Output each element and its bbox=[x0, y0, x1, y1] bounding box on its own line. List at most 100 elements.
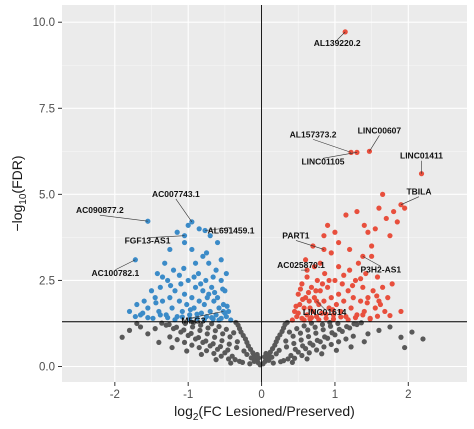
ns-point bbox=[300, 343, 306, 349]
up-point bbox=[336, 291, 342, 297]
ns-point bbox=[220, 331, 226, 337]
down-point bbox=[179, 308, 185, 315]
ns-point bbox=[314, 337, 320, 343]
gene-label-segment bbox=[322, 152, 357, 159]
gene-label-segment bbox=[147, 235, 185, 238]
up-point bbox=[370, 288, 376, 294]
ns-point bbox=[387, 324, 393, 330]
up-point bbox=[363, 270, 369, 277]
up-point bbox=[389, 281, 395, 287]
gene-label-segment bbox=[316, 300, 325, 310]
ns-point bbox=[189, 342, 195, 348]
gene-label: AC100782.1 bbox=[92, 268, 140, 278]
ns-point bbox=[284, 319, 290, 326]
downregulated-points bbox=[126, 218, 234, 323]
down-point bbox=[218, 277, 224, 284]
ns-point bbox=[156, 339, 162, 346]
down-point bbox=[207, 233, 213, 239]
up-point bbox=[304, 274, 310, 280]
up-point bbox=[323, 315, 329, 321]
ns-point bbox=[273, 351, 279, 357]
up-point bbox=[372, 305, 378, 311]
ns-point bbox=[197, 327, 203, 333]
down-point bbox=[174, 229, 180, 235]
up-point bbox=[349, 282, 356, 289]
ns-point bbox=[409, 329, 415, 335]
ns-point bbox=[248, 355, 254, 361]
ns-point bbox=[210, 341, 216, 347]
gene-label-segment bbox=[99, 214, 148, 222]
ns-point bbox=[361, 339, 367, 345]
up-point bbox=[293, 303, 299, 309]
up-point bbox=[330, 316, 337, 322]
down-point bbox=[213, 267, 219, 273]
ns-point bbox=[181, 339, 188, 346]
ns-point bbox=[203, 348, 210, 354]
gene-label: FGF13-AS1 bbox=[125, 236, 171, 246]
ns-point bbox=[306, 350, 312, 356]
ns-point bbox=[234, 339, 240, 345]
ns-point bbox=[212, 328, 218, 334]
up-point bbox=[365, 229, 371, 235]
ns-point bbox=[312, 324, 318, 330]
ns-point bbox=[174, 337, 180, 343]
ns-point bbox=[166, 321, 172, 328]
up-point bbox=[311, 264, 317, 270]
ns-point bbox=[126, 327, 133, 333]
ns-point bbox=[205, 325, 211, 331]
ns-point bbox=[181, 327, 187, 333]
down-point bbox=[141, 298, 147, 304]
down-point bbox=[209, 315, 215, 321]
ns-point bbox=[344, 323, 350, 330]
ns-point bbox=[305, 333, 312, 340]
down-point bbox=[167, 282, 174, 289]
x-axis-ticks: -2 -1 0 1 2 bbox=[110, 382, 412, 401]
down-point bbox=[194, 311, 200, 317]
gene-label: TBILA bbox=[406, 187, 431, 197]
ns-point bbox=[195, 334, 202, 341]
down-point bbox=[195, 270, 202, 277]
up-point bbox=[374, 313, 381, 319]
y-axis-title-rest: (FDR) bbox=[9, 155, 25, 193]
down-point bbox=[145, 305, 151, 311]
ns-point bbox=[256, 355, 262, 361]
up-point bbox=[301, 305, 307, 311]
ns-point bbox=[336, 326, 342, 332]
down-point bbox=[162, 260, 168, 266]
down-point bbox=[159, 298, 166, 304]
ns-point bbox=[313, 347, 320, 353]
up-point bbox=[383, 215, 389, 222]
down-point bbox=[206, 260, 212, 266]
down-point bbox=[189, 246, 195, 253]
ns-point bbox=[398, 334, 404, 340]
x-tick-label: -1 bbox=[183, 389, 193, 401]
up-point bbox=[341, 272, 347, 278]
ns-point bbox=[283, 338, 289, 344]
down-point bbox=[212, 289, 218, 296]
down-point bbox=[181, 239, 188, 246]
down-point bbox=[203, 277, 209, 284]
ns-point bbox=[329, 330, 335, 336]
ns-point bbox=[350, 333, 356, 339]
up-point bbox=[336, 264, 342, 270]
ns-point bbox=[223, 326, 229, 332]
ns-point bbox=[336, 339, 342, 345]
up-point bbox=[380, 284, 386, 290]
y-tick-label: 10.0 bbox=[33, 17, 55, 29]
ns-point bbox=[233, 319, 239, 326]
x-axis-title-prefix: log bbox=[174, 403, 193, 419]
up-point bbox=[299, 281, 305, 287]
ns-point bbox=[184, 348, 190, 354]
down-point bbox=[150, 315, 156, 321]
up-point bbox=[308, 284, 315, 290]
ns-point bbox=[297, 330, 304, 336]
x-axis-title-subscript: 2 bbox=[193, 412, 199, 423]
down-point bbox=[201, 317, 207, 323]
ns-point bbox=[219, 338, 225, 344]
up-point bbox=[374, 293, 380, 299]
down-point bbox=[176, 298, 182, 304]
down-point bbox=[169, 305, 175, 311]
ns-point bbox=[152, 326, 158, 332]
up-point bbox=[317, 288, 323, 294]
ns-point bbox=[234, 344, 240, 351]
